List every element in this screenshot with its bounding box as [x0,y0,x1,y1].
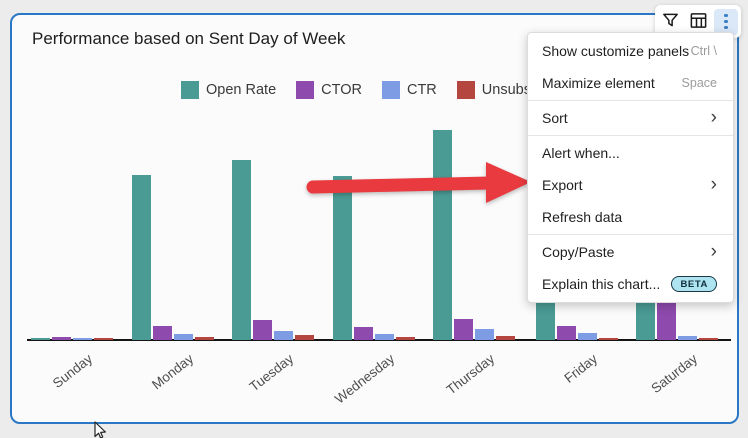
bar-ctor-tuesday[interactable] [253,320,272,340]
more-options-button[interactable] [714,8,738,35]
menu-item-refresh-data[interactable]: Refresh data [528,201,733,233]
menu-item-explain-this-chart[interactable]: Explain this chart... BETA [528,268,733,300]
bar-open-rate-thursday[interactable] [433,130,452,340]
bar-open-rate-monday[interactable] [132,175,151,340]
menu-item-label: Show customize panels [542,43,690,59]
menu-item-label: Export [542,177,583,193]
bar-open-rate-wednesday[interactable] [333,176,352,340]
bar-open-rate-sunday[interactable] [31,338,50,340]
bar-unsubscribe-thursday[interactable] [496,336,515,340]
legend-label: CTR [406,82,437,98]
context-menu: Show customize panels Ctrl \ Maximize elem… [527,32,734,303]
x-axis-label-sunday: Sunday [49,351,96,392]
bar-ctor-thursday[interactable] [454,319,473,340]
menu-item-export[interactable]: Export › [528,169,733,201]
bar-ctor-monday[interactable] [153,326,172,340]
bar-unsubscribe-sunday[interactable] [94,338,113,340]
x-axis-line [27,339,731,341]
legend-swatch-icon [296,81,315,99]
x-axis-label-friday: Friday [561,351,601,386]
bar-open-rate-friday[interactable] [536,293,555,340]
bar-unsubscribe-saturday[interactable] [699,338,718,340]
bar-ctr-tuesday[interactable] [274,331,293,340]
x-axis-label-thursday: Thursday [443,351,498,398]
legend-item-ctor[interactable]: CTOR [296,81,362,99]
filter-button[interactable] [658,9,682,35]
menu-item-alert-when[interactable]: Alert when... [528,137,733,169]
x-axis-label-tuesday: Tuesday [246,351,297,395]
legend-swatch-icon [456,81,475,99]
menu-item-copy-paste[interactable]: Copy/Paste › [528,236,733,268]
bar-unsubscribe-wednesday[interactable] [396,337,415,340]
bar-ctr-saturday[interactable] [678,336,697,340]
submenu-chevron-icon: › [710,106,717,128]
menu-item-label: Alert when... [542,145,620,161]
bar-ctor-friday[interactable] [557,326,576,340]
menu-item-shortcut: Ctrl \ [690,44,717,58]
kebab-menu-icon [724,14,728,29]
bar-ctor-wednesday[interactable] [354,327,373,340]
menu-item-show-customize-panels[interactable]: Show customize panels Ctrl \ [528,35,733,67]
x-axis-label-saturday: Saturday [648,351,701,397]
menu-divider [528,100,733,101]
legend-label: Open Rate [206,82,277,98]
legend-label: CTOR [321,82,362,98]
menu-item-label: Maximize element [542,75,655,91]
bar-unsubscribe-friday[interactable] [599,338,618,340]
menu-item-label: Sort [542,110,568,126]
table-icon [689,11,708,33]
chart-title: Performance based on Sent Day of Week [32,29,346,48]
menu-item-maximize-element[interactable]: Maximize element Space [528,67,733,99]
bar-ctr-friday[interactable] [578,333,597,340]
menu-item-shortcut: Space [681,76,717,90]
menu-divider [528,135,733,136]
menu-item-label: Refresh data [542,209,623,225]
menu-item-sort[interactable]: Sort › [528,102,733,134]
bar-open-rate-saturday[interactable] [636,303,655,340]
beta-badge: BETA [671,276,717,292]
legend-item-open-rate[interactable]: Open Rate [181,81,276,99]
bar-ctor-sunday[interactable] [52,337,71,340]
legend-swatch-icon [181,81,199,99]
bar-ctr-sunday[interactable] [73,338,92,340]
bar-open-rate-tuesday[interactable] [232,160,251,340]
chart-legend: Open Rate CTOR CTR Unsubscribe [181,81,562,99]
menu-divider [528,234,733,235]
submenu-chevron-icon: › [710,173,717,195]
menu-item-label: Explain this chart... [542,276,661,292]
bar-unsubscribe-monday[interactable] [195,337,214,340]
menu-item-label: Copy/Paste [542,244,615,260]
bar-ctr-thursday[interactable] [475,329,494,340]
legend-item-ctr[interactable]: CTR [381,81,437,99]
bar-ctr-wednesday[interactable] [375,334,394,340]
legend-swatch-icon [381,81,400,99]
bar-ctor-saturday[interactable] [657,293,676,340]
bar-unsubscribe-tuesday[interactable] [295,335,314,340]
bar-ctr-monday[interactable] [174,334,193,340]
x-axis-label-wednesday: Wednesday [332,351,398,407]
filter-icon [661,11,680,33]
table-view-button[interactable] [686,9,710,35]
submenu-chevron-icon: › [710,240,717,262]
x-axis-label-monday: Monday [149,351,197,393]
